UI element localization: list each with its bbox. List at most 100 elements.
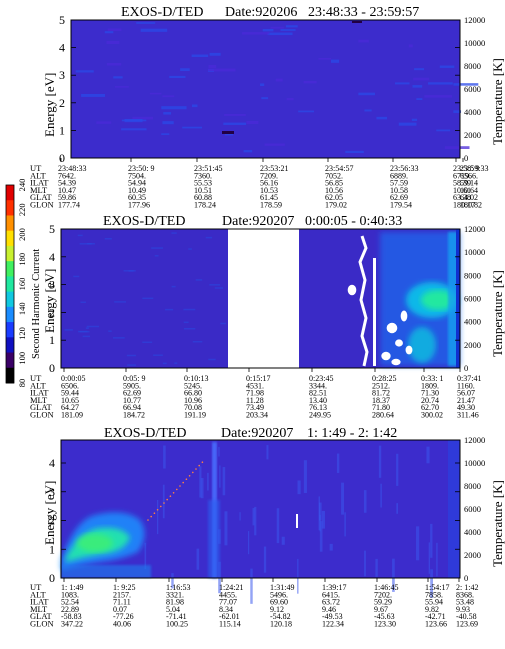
- table-cell: 9.12: [270, 605, 284, 614]
- heatmap-cell: [183, 321, 189, 324]
- heatmap-cell: [188, 248, 192, 250]
- y2-tick-label: 4000: [464, 107, 481, 117]
- table-cell: 178.24: [194, 201, 216, 210]
- heatmap-cell: [77, 234, 83, 237]
- y2-tick-label: 12000: [464, 15, 485, 25]
- table-cell: 57.59: [390, 179, 408, 188]
- heatmap-cell: [142, 297, 154, 300]
- table-cell: 54.39: [58, 179, 76, 188]
- colorbar-tick-label: 80: [17, 379, 27, 388]
- table-cell: 64.02: [460, 193, 478, 202]
- table-cell: 184.72: [123, 411, 145, 420]
- table-cell: 21.47: [457, 396, 475, 405]
- table-cell: -71.41: [166, 612, 187, 621]
- table-cell: 8368.: [456, 590, 474, 599]
- heatmap-cell: [303, 80, 317, 84]
- table-cell: 6719.: [453, 171, 471, 180]
- y-tick-label: 4: [59, 41, 65, 55]
- table-cell: 178.59: [260, 201, 282, 210]
- row-label: UT: [30, 582, 42, 592]
- heatmap-cell: [195, 468, 197, 470]
- table-cell: 5245.: [184, 381, 202, 390]
- y-axis-ticks: 0 1 2 3 4: [49, 456, 460, 585]
- heatmap-cell: [77, 534, 113, 552]
- heatmap-cell: [297, 480, 301, 495]
- table-cell: 10.77: [123, 396, 141, 405]
- heatmap-cell: [224, 133, 234, 136]
- colorbar-cell: [6, 185, 14, 201]
- heatmap-cell: [250, 568, 253, 604]
- heatmap-cell: [319, 521, 323, 552]
- y2-tick-label: 10000: [464, 38, 485, 48]
- y2-axis-ticks: 0 2000 4000 6000 8000 10000 12000: [464, 224, 485, 373]
- table-cell: 60.88: [194, 193, 212, 202]
- heatmap-cell: [364, 109, 372, 112]
- table-cell: 347.22: [61, 620, 83, 629]
- table-cell: 0:23:45: [309, 374, 333, 383]
- heatmap-cell: [108, 330, 112, 332]
- row-label: ALT: [30, 380, 47, 390]
- colorbar-cell: [6, 200, 14, 216]
- panel-range: 23:48:33 - 23:59:57: [308, 5, 419, 20]
- y-tick-label: 0: [49, 361, 55, 375]
- heatmap-cell: [78, 330, 88, 333]
- heatmap-cell: [336, 453, 340, 473]
- orbit-table: UTALTILATMLTGLATGLON0:00:056506.59.4410.…: [30, 368, 481, 420]
- heatmap-cell: [352, 21, 362, 23]
- table-cell: 10.47: [58, 186, 76, 195]
- table-cell: -49.53: [322, 612, 343, 621]
- heatmap-cell: [114, 301, 127, 303]
- table-cell: 300.02: [421, 411, 443, 420]
- heatmap-cell: [247, 531, 250, 555]
- table-cell: 56.85: [325, 179, 343, 188]
- table-cell: 1160.: [457, 381, 475, 390]
- table-cell: 4531.: [246, 381, 264, 390]
- colorbar: 80 100 120 140 160 180 200 220 240 Second Harmon…: [5, 179, 42, 388]
- heatmap-cell: [113, 76, 123, 79]
- table-cell: 1:31:49: [270, 583, 294, 592]
- heatmap-cell: [363, 490, 367, 513]
- heatmap-cell: [421, 290, 455, 310]
- colorbar-cell: [6, 352, 14, 369]
- heatmap-cell: [147, 519, 149, 521]
- y2-tick-label: 6000: [464, 504, 481, 514]
- heatmap-features: [61, 440, 460, 604]
- heatmap-cell: [436, 129, 451, 132]
- table-cell: 10.64: [460, 186, 478, 195]
- colorbar-cell: [6, 245, 14, 262]
- table-cell: 66.80: [184, 389, 202, 398]
- colorbar-tick-label: 220: [17, 203, 27, 216]
- heatmap-cell: [224, 113, 246, 116]
- colorbar-tick-label: 200: [17, 228, 27, 241]
- heatmap-cell: [260, 83, 265, 87]
- table-cell: 10.51: [194, 186, 212, 195]
- heatmap-cell: [347, 284, 357, 296]
- table-cell: 18.37: [372, 396, 390, 405]
- heatmap-cell: [266, 445, 269, 460]
- table-cell: 100.25: [166, 620, 188, 629]
- table-cell: 10.65: [61, 396, 79, 405]
- y-tick-label: 3: [49, 278, 55, 292]
- heatmap-cell: [246, 121, 259, 125]
- row-label: GLON: [30, 410, 54, 420]
- heatmap-cell: [162, 362, 167, 365]
- heatmap-cell: [106, 62, 122, 66]
- heatmap-cell: [126, 354, 136, 357]
- colorbar-tick-label: 140: [17, 302, 27, 315]
- table-cell: 1:46:45: [374, 583, 398, 592]
- table-cell: 9.67: [374, 605, 388, 614]
- data-gap: [228, 229, 299, 368]
- table-cell: 13.40: [309, 396, 327, 405]
- heatmap-cell: [151, 247, 163, 249]
- heatmap-cell: [285, 25, 298, 28]
- table-cell: 123.30: [374, 620, 396, 629]
- heatmap-cell: [86, 325, 100, 328]
- table-cell: -54.82: [270, 612, 291, 621]
- heatmap-cell: [142, 341, 153, 344]
- heatmap-cell: [364, 550, 366, 577]
- heatmap-cell: [144, 542, 147, 569]
- panel-3: EXOS-D/TED Date:920207 1: 1:49 - 2: 1:42…: [30, 426, 505, 629]
- table-cell: 64.27: [61, 403, 79, 412]
